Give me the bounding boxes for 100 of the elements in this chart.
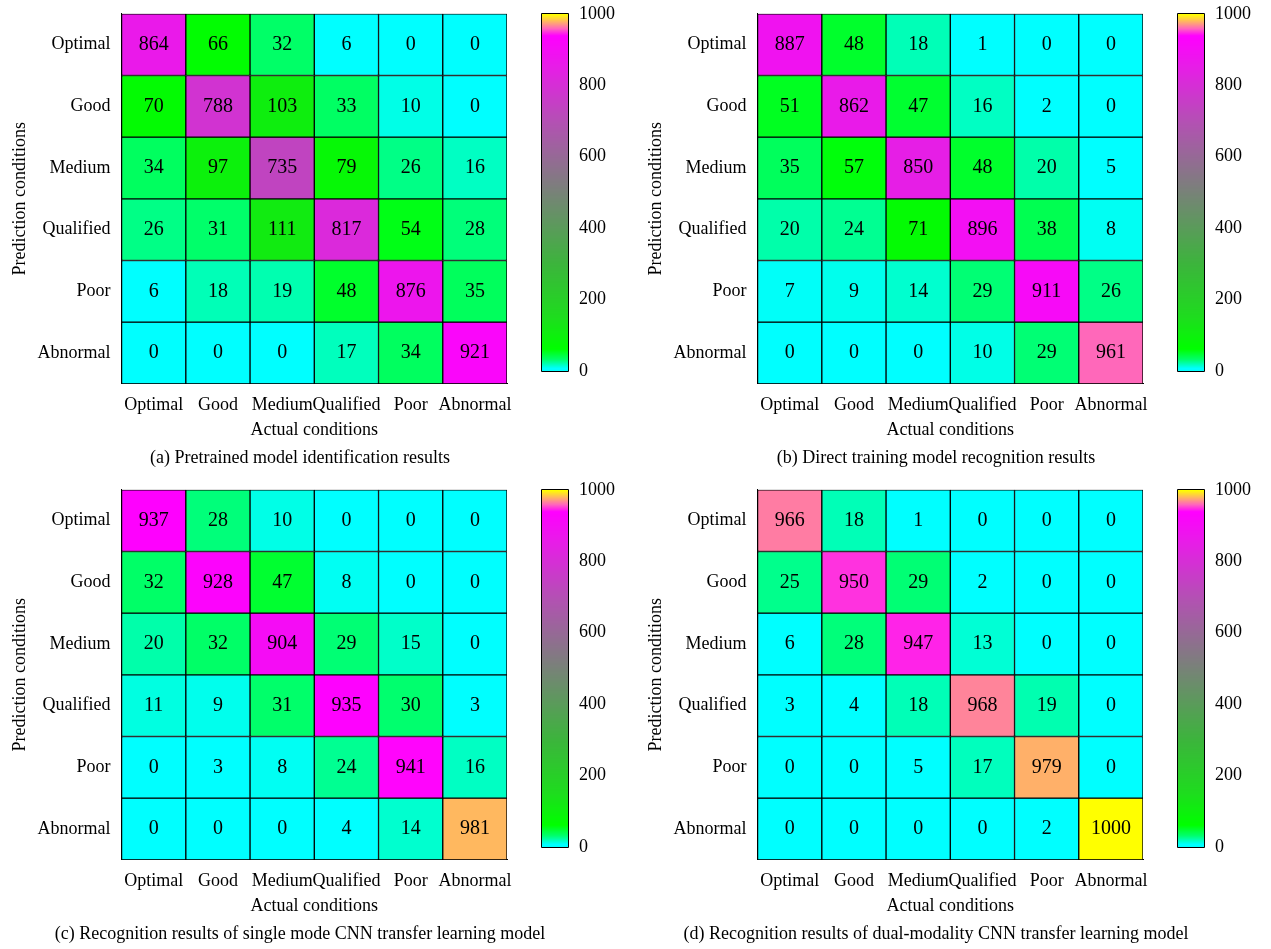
data-label: 0 xyxy=(405,569,416,592)
y-tick-label: Medium xyxy=(49,632,111,653)
data-label: 32 xyxy=(207,631,228,654)
data-label: 6 xyxy=(341,31,352,54)
data-label: 1000 xyxy=(1090,816,1131,839)
data-label: 34 xyxy=(143,155,164,178)
data-label: 48 xyxy=(336,278,357,301)
data-label: 0 xyxy=(1105,692,1116,715)
data-label: 735 xyxy=(267,155,298,178)
data-label: 66 xyxy=(207,31,228,54)
data-label: 864 xyxy=(138,31,169,54)
color-bar-label: 0 xyxy=(579,359,588,380)
x-tick-label: Good xyxy=(197,870,238,891)
data-label: 29 xyxy=(1036,340,1057,363)
x-tick-label: Good xyxy=(833,870,874,891)
y-tick-label: Poor xyxy=(76,280,111,301)
data-label: 0 xyxy=(469,93,480,116)
x-tick-label: Medium xyxy=(887,870,949,891)
x-axis-title: Actual conditions xyxy=(886,418,1015,439)
y-tick-label: Medium xyxy=(685,632,747,653)
data-label: 20 xyxy=(779,216,800,239)
data-label: 48 xyxy=(843,31,864,54)
data-label: 0 xyxy=(1105,631,1116,654)
data-label: 8 xyxy=(341,569,352,592)
y-tick-label: Abnormal xyxy=(673,817,747,838)
data-label: 29 xyxy=(972,278,993,301)
x-tick-label: Poor xyxy=(1029,394,1064,415)
data-label: 0 xyxy=(405,31,416,54)
y-tick-label: Optimal xyxy=(51,33,111,54)
x-axis-title: Actual conditions xyxy=(886,894,1015,915)
data-label: 26 xyxy=(400,155,421,178)
data-label: 0 xyxy=(469,569,480,592)
data-label: 14 xyxy=(400,816,421,839)
color-bar-label: 400 xyxy=(1215,692,1242,713)
data-label: 26 xyxy=(1100,278,1121,301)
data-label: 26 xyxy=(143,216,164,239)
data-label: 18 xyxy=(908,692,929,715)
data-label: 35 xyxy=(464,278,485,301)
data-label: 16 xyxy=(464,754,485,777)
x-tick-label: Qualified xyxy=(948,394,1017,415)
data-label: 0 xyxy=(848,816,859,839)
data-label: 19 xyxy=(1036,692,1057,715)
color-bar-label: 1000 xyxy=(1215,478,1251,499)
data-label: 51 xyxy=(779,93,800,116)
text: (d) Recognition results of dual-modality CNN transfer learning model xyxy=(682,923,1190,944)
data-label: 18 xyxy=(908,31,929,54)
x-tick-label: Qualified xyxy=(312,394,381,415)
data-label: 0 xyxy=(277,340,288,363)
x-tick-label: Qualified xyxy=(948,870,1017,891)
x-tick-label: Medium xyxy=(251,870,313,891)
data-label: 0 xyxy=(1041,631,1052,654)
color-bar-label: 1000 xyxy=(579,478,615,499)
data-label: 788 xyxy=(202,93,233,116)
data-label: 16 xyxy=(464,155,485,178)
y-axis-title: Prediction conditions xyxy=(644,598,665,752)
x-tick-label: Good xyxy=(197,394,238,415)
x-tick-label: Poor xyxy=(393,870,428,891)
data-label: 941 xyxy=(395,754,426,777)
text: (c) Recognition results of single mode CNN transfer learning model xyxy=(53,923,547,944)
data-label: 30 xyxy=(400,692,421,715)
data-label: 0 xyxy=(1041,569,1052,592)
data-label: 28 xyxy=(207,507,228,530)
color-bar-label: 0 xyxy=(579,835,588,856)
y-tick-label: Poor xyxy=(76,756,111,777)
data-label: 4 xyxy=(341,816,352,839)
x-tick-label: Optimal xyxy=(124,394,184,415)
color-bar-label: 0 xyxy=(1215,359,1224,380)
data-label: 911 xyxy=(1032,278,1062,301)
color-bar-label: 400 xyxy=(1215,216,1242,237)
data-label: 7 xyxy=(784,278,795,301)
x-tick-label: Medium xyxy=(251,394,313,415)
data-label: 16 xyxy=(972,93,993,116)
data-label: 24 xyxy=(843,216,864,239)
data-label: 0 xyxy=(784,816,795,839)
color-bar-label: 600 xyxy=(1215,145,1242,166)
data-label: 47 xyxy=(908,93,929,116)
x-tick-label: Poor xyxy=(393,394,428,415)
data-label: 961 xyxy=(1095,340,1126,363)
data-label: 947 xyxy=(903,631,934,654)
data-label: 0 xyxy=(1105,754,1116,777)
data-label: 3 xyxy=(784,692,795,715)
data-label: 0 xyxy=(341,507,352,530)
data-label: 0 xyxy=(148,816,159,839)
data-label: 8 xyxy=(277,754,288,777)
data-label: 928 xyxy=(202,569,233,592)
data-label: 70 xyxy=(143,93,164,116)
data-label: 31 xyxy=(207,216,228,239)
data-label: 38 xyxy=(1036,216,1057,239)
data-label: 9 xyxy=(848,278,859,301)
data-label: 57 xyxy=(843,155,864,178)
data-label: 32 xyxy=(272,31,293,54)
data-label: 10 xyxy=(272,507,293,530)
x-tick-label: Abnormal xyxy=(1074,394,1148,415)
data-label: 0 xyxy=(848,340,859,363)
data-label: 950 xyxy=(838,569,869,592)
data-label: 10 xyxy=(972,340,993,363)
data-label: 896 xyxy=(967,216,998,239)
color-bar-label: 200 xyxy=(1215,764,1242,785)
data-label: 862 xyxy=(838,93,869,116)
data-label: 48 xyxy=(972,155,993,178)
